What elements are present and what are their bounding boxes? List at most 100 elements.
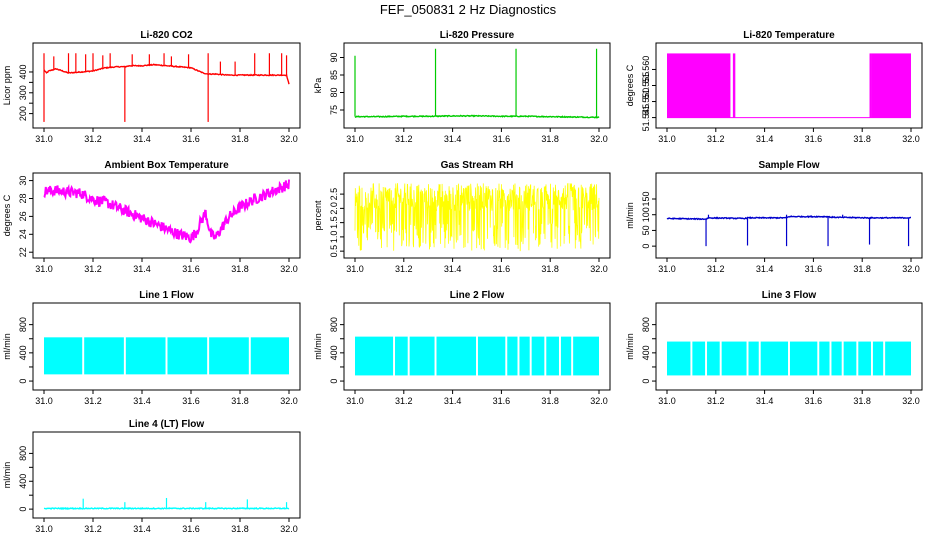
y-axis-label: ml/min	[2, 462, 12, 489]
x-tick-label: 31.2	[84, 264, 102, 274]
y-axis-label: Licor ppm	[2, 66, 12, 106]
series-block	[872, 341, 884, 376]
series-block	[125, 337, 166, 375]
x-tick-label: 31.8	[541, 134, 559, 144]
x-tick-label: 31.4	[444, 134, 462, 144]
series-block	[409, 336, 435, 376]
x-tick-label: 32.0	[280, 134, 298, 144]
series-block	[707, 341, 720, 376]
x-tick-label: 32.0	[590, 264, 608, 274]
y-tick-label: 400	[329, 345, 339, 360]
series-block	[692, 341, 706, 376]
series-block	[819, 341, 830, 376]
panel-6: Line 1 Flow ml/min 31.0 31.2 31.4 31.6 31.8 32.…	[2, 290, 301, 406]
panel-title: Sample Flow	[758, 160, 819, 171]
y-tick-label: 2.0	[329, 202, 339, 215]
x-tick-label: 32.0	[902, 264, 920, 274]
y-tick-label: 51.545	[641, 104, 651, 132]
series-layer	[43, 497, 290, 510]
x-tick-label: 31.8	[853, 396, 871, 406]
x-tick-label: 31.8	[231, 134, 249, 144]
series-line	[354, 114, 600, 119]
y-tick-label: 800	[329, 317, 339, 332]
series-block	[560, 336, 572, 376]
x-tick-label: 31.4	[133, 264, 151, 274]
x-tick-label: 32.0	[590, 396, 608, 406]
panel-title: Li-820 Pressure	[440, 30, 515, 41]
series-block	[436, 336, 477, 376]
series-band	[732, 53, 736, 118]
x-tick-label: 31.4	[133, 134, 151, 144]
panel-3: Ambient Box Temperature degrees C 31.0 31.2…	[2, 160, 301, 274]
x-tick-label: 31.4	[444, 396, 462, 406]
x-tick-label: 31.2	[84, 396, 102, 406]
y-tick-label: 30	[18, 176, 28, 186]
plot-frame	[655, 172, 923, 259]
y-tick-label: 85	[329, 70, 339, 80]
y-tick-label: 0	[329, 379, 339, 384]
panel-9: Line 4 (LT) Flow ml/min 31.0 31.2 31.4 31.6 31…	[2, 419, 301, 534]
plot-frame	[343, 42, 611, 129]
series-block	[209, 337, 249, 375]
x-tick-label: 32.0	[902, 134, 920, 144]
series-layer	[43, 53, 290, 122]
x-tick-label: 31.2	[707, 396, 725, 406]
x-tick-label: 32.0	[590, 134, 608, 144]
y-tick-label: 90	[329, 52, 339, 62]
plot-frame	[32, 302, 301, 391]
series-block	[721, 341, 747, 376]
panel-7: Line 2 Flow ml/min 31.0 31.2 31.4 31.6 31.8 32.…	[313, 290, 611, 406]
y-tick-label: 0	[641, 244, 651, 249]
y-tick-label: 0	[18, 507, 28, 512]
x-tick-label: 31.4	[133, 396, 151, 406]
series-line	[354, 183, 600, 252]
series-block	[858, 341, 871, 376]
x-tick-label: 31.8	[231, 264, 249, 274]
series-line	[43, 506, 290, 510]
x-tick-label: 31.6	[805, 396, 823, 406]
series-layer	[355, 336, 599, 376]
series-line	[666, 215, 911, 221]
y-axis-label: degrees C	[2, 194, 12, 236]
x-tick-label: 31.6	[182, 396, 200, 406]
y-axis-label: ml/min	[2, 333, 12, 360]
series-block	[546, 336, 559, 376]
series-layer	[667, 341, 911, 376]
plot-frame	[32, 172, 301, 259]
series-layer	[354, 48, 600, 119]
x-tick-label: 31.0	[346, 396, 364, 406]
x-tick-label: 31.6	[182, 264, 200, 274]
x-tick-label: 31.6	[493, 264, 511, 274]
series-band	[869, 53, 872, 118]
series-block	[885, 341, 911, 376]
y-tick-label: 51.555	[641, 72, 651, 100]
series-block	[84, 337, 124, 375]
series-block	[44, 337, 83, 375]
x-tick-label: 32.0	[280, 264, 298, 274]
x-tick-label: 31.6	[493, 396, 511, 406]
x-tick-label: 31.2	[84, 134, 102, 144]
x-tick-label: 31.6	[493, 134, 511, 144]
plot-frame	[343, 302, 611, 391]
y-axis-label: degrees C	[625, 64, 635, 106]
y-axis-label: ml/min	[625, 202, 635, 229]
y-tick-label: 51.560	[641, 56, 651, 84]
x-tick-label: 31.4	[756, 396, 774, 406]
panel-title: Line 3 Flow	[762, 290, 817, 301]
x-tick-label: 31.0	[35, 524, 53, 534]
x-tick-label: 31.6	[805, 264, 823, 274]
y-tick-label: 400	[18, 345, 28, 360]
x-tick-label: 31.2	[707, 134, 725, 144]
series-layer	[44, 337, 289, 375]
y-tick-label: 400	[18, 64, 28, 79]
y-tick-label: 0.5	[329, 245, 339, 258]
x-tick-label: 31.0	[658, 396, 676, 406]
y-tick-label: 100	[641, 207, 651, 222]
series-block	[250, 337, 289, 375]
y-tick-label: 80	[329, 87, 339, 97]
y-tick-label: 1.0	[329, 231, 339, 244]
y-tick-label: 800	[18, 446, 28, 461]
x-tick-label: 31.8	[231, 524, 249, 534]
x-tick-label: 31.0	[35, 134, 53, 144]
